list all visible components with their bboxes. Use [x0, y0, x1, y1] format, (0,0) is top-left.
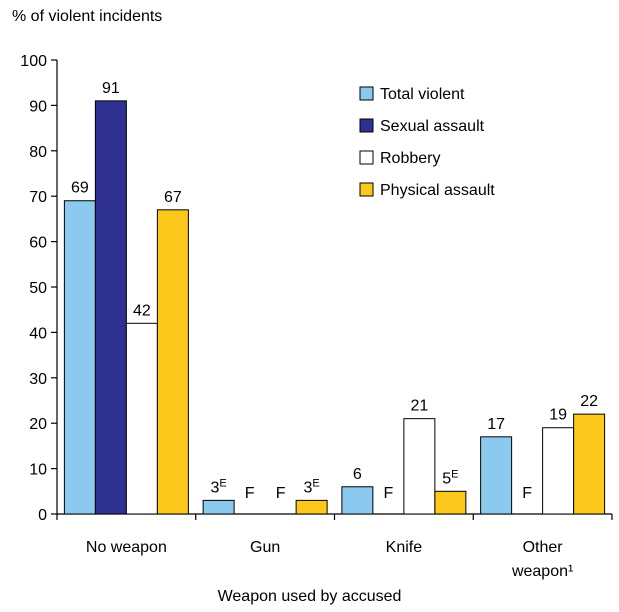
- data-label: F: [276, 485, 286, 502]
- data-label: 17: [487, 416, 505, 433]
- data-label: 21: [410, 398, 428, 415]
- y-tick-label: 60: [29, 235, 47, 252]
- y-tick-label: 30: [29, 371, 47, 388]
- y-tick-label: 90: [29, 98, 47, 115]
- x-tick-label: Other: [523, 539, 564, 556]
- data-label-flag: E: [219, 477, 226, 489]
- data-label: 22: [580, 393, 598, 410]
- y-tick-label: 10: [29, 462, 47, 479]
- legend-label: Sexual assault: [380, 118, 485, 135]
- bar: [94, 100, 127, 515]
- legend-swatch: [359, 118, 374, 133]
- legend-swatch: [359, 182, 374, 197]
- y-tick-label: 80: [29, 144, 47, 161]
- y-tick-label: 40: [29, 325, 47, 342]
- data-label: 19: [549, 407, 567, 424]
- bar: [480, 436, 513, 515]
- bar: [434, 490, 467, 515]
- bar: [542, 427, 575, 515]
- x-tick-label: No weapon: [86, 539, 167, 556]
- bar: [156, 209, 189, 515]
- data-label-flag: E: [451, 468, 458, 480]
- data-label: 3E: [304, 477, 320, 496]
- bar: [403, 418, 436, 515]
- x-tick-label: weapon¹: [511, 563, 573, 580]
- y-tick-label: 100: [20, 53, 47, 70]
- data-label: 67: [164, 189, 182, 206]
- bar: [125, 322, 158, 515]
- legend-swatch: [359, 86, 374, 101]
- data-label: F: [383, 485, 393, 502]
- data-label: 3E: [211, 477, 227, 496]
- bar: [341, 486, 374, 515]
- y-tick-label: 20: [29, 416, 47, 433]
- legend-label: Total violent: [380, 86, 465, 103]
- x-tick-label: Knife: [386, 539, 423, 556]
- data-label: 69: [71, 180, 89, 197]
- x-axis-label: Weapon used by accused: [217, 588, 402, 605]
- y-tick-label: 0: [38, 507, 47, 524]
- bar: [573, 413, 606, 515]
- data-label: 91: [102, 80, 120, 97]
- bar: [202, 499, 235, 515]
- y-axis-label: % of violent incidents: [12, 8, 163, 25]
- data-label: 42: [133, 302, 151, 319]
- legend-swatch: [359, 150, 374, 165]
- bar: [295, 499, 328, 515]
- legend-label: Robbery: [380, 150, 440, 167]
- legend-label: Physical assault: [380, 182, 495, 199]
- x-tick-label: Gun: [250, 539, 280, 556]
- y-tick-label: 50: [29, 280, 47, 297]
- data-label: F: [245, 485, 255, 502]
- y-tick-label: 70: [29, 189, 47, 206]
- data-label: 6: [353, 466, 362, 483]
- data-label: F: [522, 485, 532, 502]
- bar: [63, 200, 96, 515]
- data-label: 5E: [442, 468, 458, 487]
- data-label-flag: E: [312, 477, 319, 489]
